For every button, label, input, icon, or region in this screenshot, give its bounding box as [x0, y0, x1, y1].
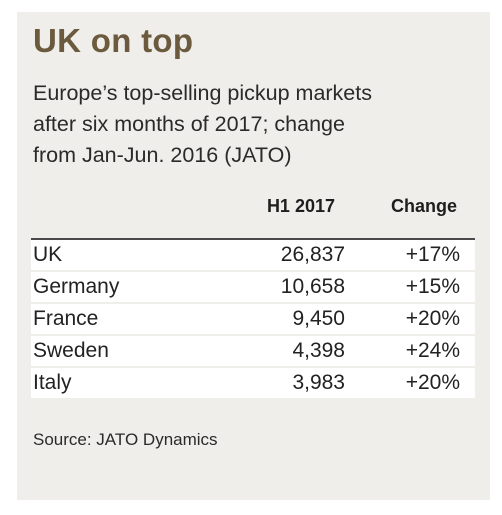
country-cell: France: [33, 307, 99, 330]
table-row: Germany 10,658 +15%: [31, 272, 475, 304]
table-row: Italy 3,983 +20%: [31, 368, 475, 398]
chart-title: UK on top: [33, 22, 194, 59]
value-cell: 10,658: [280, 275, 345, 298]
change-cell: +17%: [405, 243, 460, 266]
country-cell: Germany: [33, 275, 120, 298]
infographic-card: UK on top Europe’s top-selling pickup ma…: [17, 12, 490, 500]
change-cell: +20%: [405, 371, 460, 394]
table-row: Sweden 4,398 +24%: [31, 336, 475, 368]
source-note: Source: JATO Dynamics: [33, 430, 218, 449]
column-header-h1-2017: H1 2017: [266, 196, 335, 216]
table-row: UK 26,837 +17%: [31, 240, 475, 272]
data-table: UK 26,837 +17% Germany 10,658 +15% Franc…: [31, 238, 475, 398]
change-cell: +15%: [405, 275, 460, 298]
value-cell: 4,398: [292, 339, 345, 362]
column-header-change: Change: [390, 196, 457, 216]
change-cell: +24%: [405, 339, 460, 362]
country-cell: UK: [33, 243, 63, 266]
country-cell: Italy: [33, 371, 72, 394]
value-cell: 3,983: [292, 371, 345, 394]
table-row: France 9,450 +20%: [31, 304, 475, 336]
chart-subtitle: Europe’s top-selling pickup markets afte…: [33, 81, 372, 167]
value-cell: 26,837: [280, 243, 345, 266]
value-cell: 9,450: [292, 307, 345, 330]
country-cell: Sweden: [33, 339, 109, 362]
change-cell: +20%: [405, 307, 460, 330]
